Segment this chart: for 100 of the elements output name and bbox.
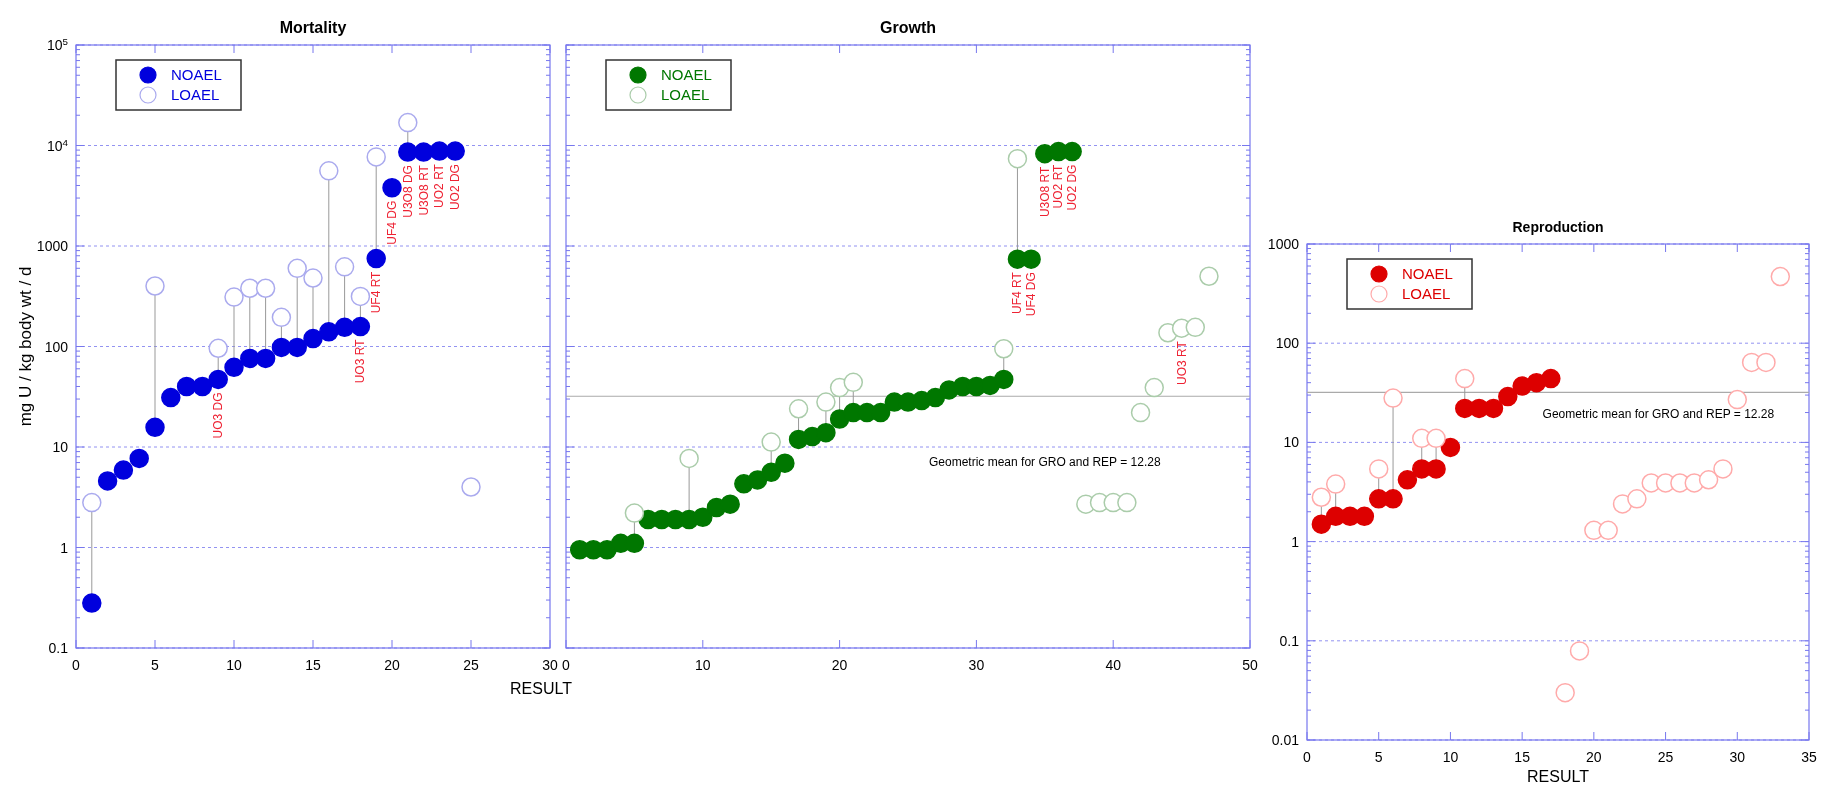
point bbox=[271, 337, 292, 358]
annotation: UF4 DG bbox=[385, 200, 399, 245]
point bbox=[208, 338, 228, 359]
annotation: UO3 RT bbox=[1174, 340, 1189, 386]
y-tick-label: 10 bbox=[1283, 434, 1300, 451]
point bbox=[1426, 459, 1446, 479]
annotation: UO3 RT bbox=[353, 338, 368, 384]
point bbox=[1541, 368, 1561, 389]
point bbox=[129, 448, 149, 469]
y-tick-label: 100 bbox=[44, 338, 69, 355]
point bbox=[1483, 398, 1504, 419]
point bbox=[925, 387, 946, 408]
point bbox=[816, 392, 836, 412]
point bbox=[82, 492, 102, 513]
point bbox=[994, 338, 1014, 359]
point bbox=[334, 317, 355, 338]
point bbox=[624, 503, 645, 523]
annotation: UF4 DG bbox=[1024, 272, 1039, 317]
point bbox=[303, 268, 323, 288]
y-tick-label: 0.1 bbox=[48, 640, 69, 656]
point bbox=[97, 471, 118, 491]
point bbox=[350, 316, 371, 337]
point bbox=[319, 322, 339, 342]
point bbox=[287, 337, 307, 358]
point bbox=[1311, 487, 1332, 507]
point bbox=[255, 278, 276, 298]
x-tick-label: 20 bbox=[384, 657, 400, 673]
point bbox=[82, 593, 102, 613]
point bbox=[994, 369, 1014, 390]
legend-label: LOAEL bbox=[171, 86, 220, 103]
x-tick-label: 25 bbox=[463, 657, 479, 673]
point bbox=[1598, 520, 1618, 541]
point bbox=[816, 422, 836, 443]
point bbox=[1325, 474, 1346, 494]
annotation: UF4 RT bbox=[369, 270, 384, 314]
point bbox=[382, 177, 402, 198]
x-tick-label: 15 bbox=[305, 657, 321, 673]
legend-label: LOAEL bbox=[1402, 285, 1451, 302]
x-tick-label: 0 bbox=[1303, 749, 1312, 765]
point bbox=[1185, 317, 1206, 338]
point bbox=[398, 112, 418, 133]
y-axis-title: mg U / kg body wt / d bbox=[16, 266, 35, 427]
legend-label: NOAEL bbox=[171, 66, 222, 83]
legend-label: LOAEL bbox=[661, 86, 710, 103]
point bbox=[1426, 428, 1446, 449]
point bbox=[1199, 266, 1219, 286]
point bbox=[1354, 506, 1375, 527]
y-tick-label: 1 bbox=[60, 539, 69, 556]
x-axis-title: RESULT bbox=[510, 680, 573, 697]
x-axis-title: RESULT bbox=[1527, 768, 1590, 785]
point bbox=[319, 161, 339, 181]
point bbox=[720, 494, 740, 514]
x-tick-label: 25 bbox=[1657, 749, 1674, 765]
point bbox=[788, 399, 809, 419]
point bbox=[1698, 470, 1719, 490]
point bbox=[366, 248, 386, 269]
annotation: U3O8 RT bbox=[1037, 165, 1052, 218]
point bbox=[1383, 489, 1403, 509]
point bbox=[224, 357, 244, 378]
point bbox=[366, 147, 386, 167]
annotation: U3O8 RT bbox=[416, 164, 431, 216]
point bbox=[870, 402, 891, 423]
point bbox=[1368, 459, 1389, 479]
x-tick-label: 5 bbox=[151, 657, 160, 673]
point bbox=[624, 533, 645, 554]
point bbox=[1440, 437, 1461, 458]
x-tick-label: 20 bbox=[831, 657, 848, 673]
point bbox=[350, 286, 371, 307]
point bbox=[398, 142, 418, 162]
annotation: UO2 DG bbox=[448, 164, 463, 211]
annotation: Geometric mean for GRO and REP = 12.28 bbox=[1542, 407, 1775, 422]
x-tick-label: 30 bbox=[1729, 749, 1746, 765]
legend-label: NOAEL bbox=[1402, 265, 1453, 282]
x-tick-label: 0 bbox=[72, 657, 81, 673]
point bbox=[334, 257, 355, 277]
y-tick-label: 10$^{4}$ bbox=[46, 136, 69, 154]
y-tick-label: 1000 bbox=[36, 238, 69, 254]
x-tick-label: 50 bbox=[1242, 657, 1258, 673]
point bbox=[145, 276, 165, 296]
point bbox=[429, 141, 450, 161]
point bbox=[761, 432, 781, 452]
y-tick-label: 1000 bbox=[1267, 236, 1300, 252]
point bbox=[1555, 682, 1575, 703]
point bbox=[303, 328, 323, 349]
point bbox=[1756, 352, 1776, 373]
x-tick-label: 15 bbox=[1514, 749, 1531, 765]
point bbox=[1397, 470, 1418, 490]
annotation: UO3 DG bbox=[211, 392, 226, 439]
point bbox=[176, 376, 197, 397]
point bbox=[1021, 249, 1041, 269]
point bbox=[1713, 459, 1733, 479]
point bbox=[113, 460, 134, 480]
annotation: Geometric mean for GRO and REP = 12.28 bbox=[929, 455, 1161, 470]
x-tick-label: 5 bbox=[1374, 749, 1383, 765]
x-tick-label: 35 bbox=[1801, 749, 1817, 765]
point bbox=[445, 141, 465, 161]
y-tick-label: 1 bbox=[1291, 533, 1300, 550]
point bbox=[1498, 386, 1518, 407]
point bbox=[1627, 489, 1647, 509]
point bbox=[271, 307, 292, 328]
